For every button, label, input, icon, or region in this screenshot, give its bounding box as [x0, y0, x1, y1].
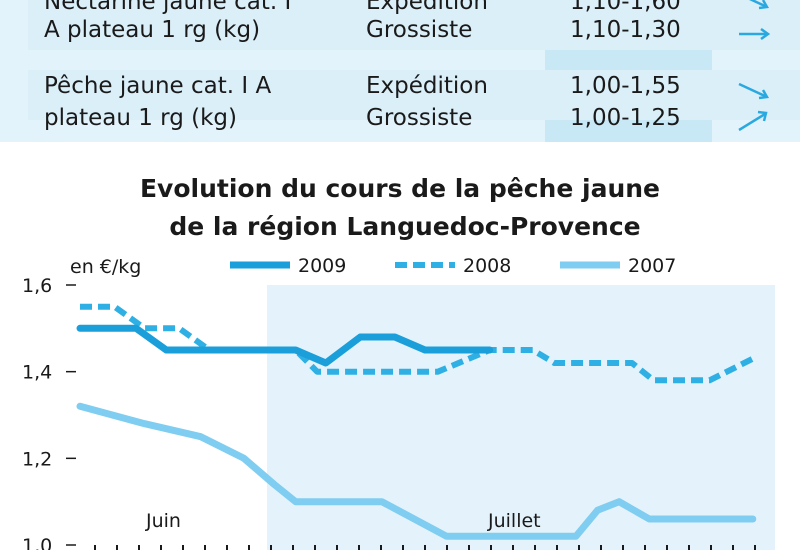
- y-tick-label: 1,2: [22, 448, 52, 470]
- price-range: 1,10-1,30: [570, 17, 681, 43]
- price-range: 1,10-1,60: [570, 0, 681, 15]
- period-label-juillet: Juillet: [487, 510, 541, 532]
- price-chart: Evolution du cours de la pêche jaune de …: [0, 155, 800, 554]
- product-label-line2: plateau 1 rg (kg): [44, 105, 238, 131]
- trend-down-arrow-icon: [749, 0, 770, 10]
- y-tick-label: 1,0: [22, 535, 52, 550]
- y-axis: 1,0 1,2 1,4 1,6: [22, 275, 76, 554]
- trend-up-arrow-icon: [738, 110, 768, 132]
- market-stage: Grossiste: [366, 17, 473, 43]
- legend-label: 2008: [463, 255, 511, 277]
- market-stage: Expédition: [366, 0, 488, 15]
- trend-down-arrow-icon: [738, 82, 770, 100]
- product-label-line1: Nectarine jaune cat. I: [44, 0, 292, 15]
- period-label-juin: Juin: [145, 510, 181, 532]
- price-range: 1,00-1,55: [570, 73, 681, 99]
- price-table: Nectarine jaune cat. I A plateau 1 rg (k…: [0, 0, 800, 142]
- x-axis-ticks: [94, 545, 756, 550]
- market-stage: Grossiste: [366, 105, 473, 131]
- chart-subtitle: de la région Languedoc-Provence: [169, 212, 640, 241]
- chart-title: Evolution du cours de la pêche jaune: [140, 174, 660, 203]
- y-tick-label: 1,6: [22, 275, 52, 297]
- series-line-2008: [80, 303, 755, 384]
- market-stage: Expédition: [366, 73, 488, 99]
- product-label-line1: Pêche jaune cat. I A: [44, 73, 272, 99]
- legend-label: 2009: [298, 255, 346, 277]
- chart-legend: 2009 2008 2007: [230, 255, 676, 277]
- table-row-peche: [28, 70, 800, 120]
- price-range: 1,00-1,25: [570, 105, 681, 131]
- table-row-nectarine: [28, 0, 800, 50]
- y-tick-label: 1,4: [22, 362, 52, 384]
- series-line-2007: [76, 402, 757, 540]
- product-label-line2: A plateau 1 rg (kg): [44, 17, 261, 43]
- chart-svg: Evolution du cours de la pêche jaune de …: [22, 174, 775, 554]
- series-line-2009: [76, 324, 494, 367]
- trend-stable-arrow-icon: [739, 27, 771, 41]
- y-axis-unit-label: en €/kg: [70, 256, 141, 278]
- legend-label: 2007: [628, 255, 676, 277]
- series-layer: [76, 303, 757, 540]
- july-shaded-period: [267, 285, 775, 550]
